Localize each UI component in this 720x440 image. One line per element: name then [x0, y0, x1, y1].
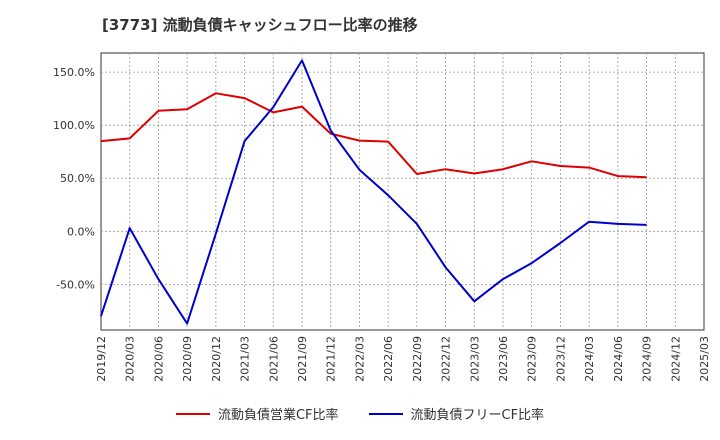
x-tick-label: 2022/12 — [440, 336, 453, 382]
y-tick-label: 150.0% — [53, 66, 95, 79]
x-tick-label: 2019/12 — [95, 336, 108, 382]
legend-item-operating-cf: 流動負債営業CF比率 — [175, 404, 339, 423]
legend-label-operating-cf: 流動負債営業CF比率 — [217, 408, 339, 423]
x-tick-label: 2022/09 — [411, 336, 424, 382]
legend-swatch-operating-cf — [175, 412, 210, 415]
legend-swatch-free-cf — [368, 412, 403, 415]
x-tick-label: 2022/03 — [353, 336, 366, 382]
x-tick-label: 2020/12 — [210, 336, 223, 382]
x-tick-label: 2020/06 — [152, 336, 165, 382]
x-tick-label: 2023/12 — [554, 336, 567, 382]
legend-item-free-cf: 流動負債フリーCF比率 — [368, 404, 545, 423]
x-tick-label: 2020/09 — [181, 336, 194, 382]
x-tick-label: 2024/09 — [641, 336, 654, 382]
chart-title: [3773] 流動負債キャッシュフロー比率の推移 — [102, 16, 418, 34]
x-tick-label: 2024/03 — [583, 336, 596, 382]
y-tick-label: -50.0% — [56, 278, 95, 291]
y-tick-label: 0.0% — [67, 225, 95, 238]
x-tick-label: 2024/06 — [612, 336, 625, 382]
series-line-operating-cf — [100, 92, 647, 179]
x-tick-label: 2022/06 — [382, 336, 395, 382]
y-tick-label: 100.0% — [53, 119, 95, 132]
x-tick-label: 2021/06 — [267, 336, 280, 382]
plot-area — [100, 52, 705, 331]
x-tick-label: 2024/12 — [669, 336, 682, 382]
x-tick-label: 2025/03 — [698, 336, 711, 382]
x-tick-label: 2021/03 — [239, 336, 252, 382]
x-tick-label: 2023/09 — [526, 336, 539, 382]
x-tick-label: 2021/12 — [325, 336, 338, 382]
x-tick-label: 2023/06 — [497, 336, 510, 382]
x-tick-label: 2023/03 — [468, 336, 481, 382]
legend-label-free-cf: 流動負債フリーCF比率 — [410, 408, 545, 423]
series-line-free-cf — [100, 59, 647, 325]
x-tick-label: 2021/09 — [296, 336, 309, 382]
y-tick-label: 50.0% — [60, 172, 95, 185]
legend: 流動負債営業CF比率 流動負債フリーCF比率 — [0, 404, 720, 423]
x-tick-label: 2020/03 — [124, 336, 137, 382]
